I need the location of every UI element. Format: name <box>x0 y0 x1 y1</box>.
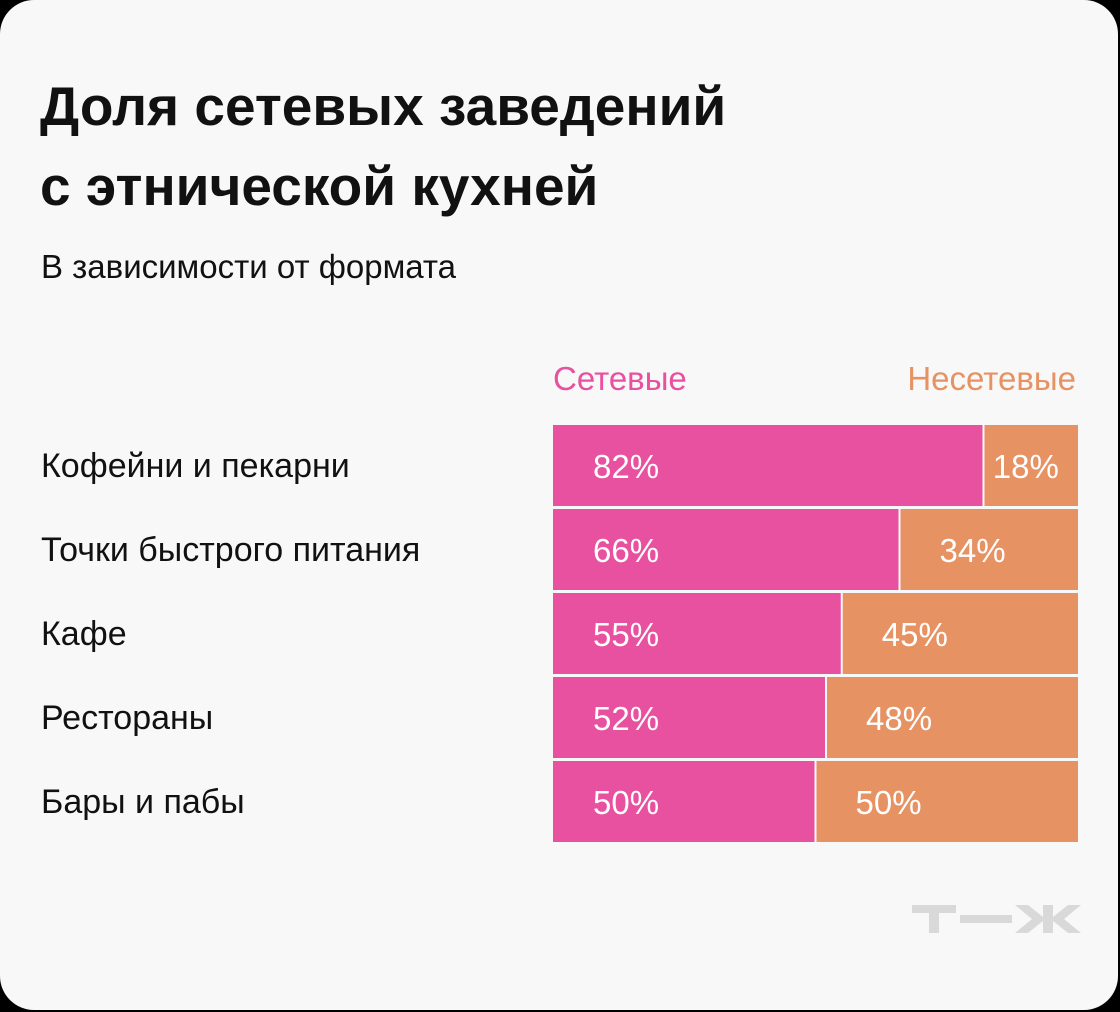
non-chain-bar <box>842 593 1078 674</box>
legend-chain: Сетевые <box>553 360 687 397</box>
title-line-1: Доля сетевых заведений <box>40 75 727 137</box>
chain-bar <box>553 761 815 842</box>
chain-bar <box>553 593 841 674</box>
chain-value-label: 52% <box>593 700 659 737</box>
tzh-logo <box>912 905 1081 933</box>
chain-value-label: 55% <box>593 616 659 653</box>
chart-subtitle: В зависимости от формата <box>41 248 456 285</box>
category-label: Бары и пабы <box>41 783 245 821</box>
category-label: Рестораны <box>41 699 214 737</box>
chain-bar <box>553 425 983 506</box>
non-chain-bar <box>984 425 1078 506</box>
non-chain-value-label: 18% <box>993 448 1059 485</box>
title-line-2: с этнической кухней <box>40 155 599 217</box>
non-chain-value-label: 48% <box>866 700 932 737</box>
chain-bar <box>553 677 825 758</box>
chain-value-label: 82% <box>593 448 659 485</box>
non-chain-bar <box>900 509 1078 590</box>
non-chain-value-label: 34% <box>940 532 1006 569</box>
category-label: Кафе <box>41 615 127 653</box>
category-label: Точки быстрого питания <box>41 531 421 569</box>
non-chain-value-label: 45% <box>882 616 948 653</box>
category-label: Кофейни и пекарни <box>41 447 350 485</box>
non-chain-value-label: 50% <box>856 784 922 821</box>
non-chain-bar <box>816 761 1078 842</box>
chart-title: Доля сетевых заведений с этнической кухн… <box>40 66 726 226</box>
legend-non-chain: Несетевые <box>907 360 1076 397</box>
chain-value-label: 50% <box>593 784 659 821</box>
chain-value-label: 66% <box>593 532 659 569</box>
non-chain-bar <box>827 677 1078 758</box>
chain-bar <box>553 509 899 590</box>
